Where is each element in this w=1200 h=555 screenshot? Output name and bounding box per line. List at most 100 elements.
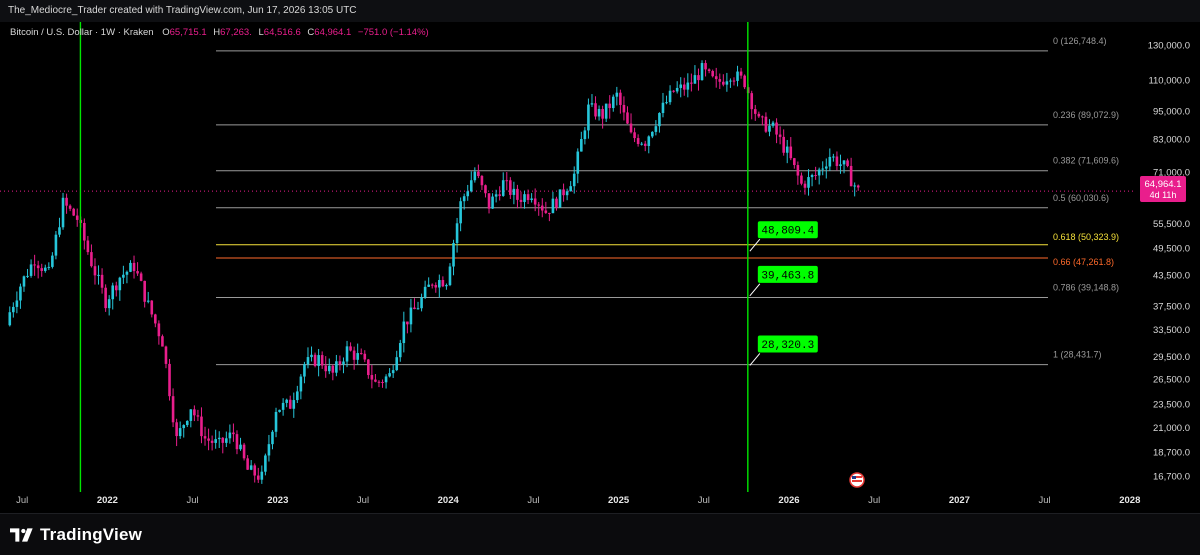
candle-body — [824, 166, 828, 169]
candle-body — [171, 396, 175, 423]
time-tick-2: Jul — [187, 495, 199, 506]
candle-body — [246, 458, 249, 470]
candle-body — [615, 92, 619, 97]
fib-lines — [0, 50, 1135, 366]
candle-body — [359, 353, 363, 355]
callout-box-0[interactable] — [757, 221, 818, 239]
candle-body — [739, 71, 743, 76]
candle-body — [519, 199, 523, 202]
candle-body — [459, 201, 462, 224]
candle-body — [47, 266, 51, 268]
candle-body — [569, 186, 572, 192]
fib-label-2: 0.382 (71,609.6) — [1053, 156, 1119, 166]
candle-body — [530, 198, 533, 201]
candle-body — [434, 285, 438, 288]
candle-body — [352, 350, 356, 360]
candle-body — [647, 136, 651, 146]
candle-body — [114, 285, 118, 291]
candle-body — [43, 267, 47, 271]
callout-box-2[interactable] — [757, 335, 818, 353]
candle-body — [157, 323, 161, 337]
candle-body — [395, 357, 399, 371]
candle-body — [193, 409, 196, 416]
time-tick-11: 2027 — [949, 495, 970, 506]
price-tick-0: 130,000.0 — [1148, 41, 1190, 52]
candle-body — [576, 151, 580, 174]
candle-body — [264, 455, 267, 472]
candle-body — [693, 75, 697, 84]
candle-body — [849, 165, 853, 187]
candle-body — [327, 365, 331, 372]
candle-body — [40, 268, 44, 271]
candle-body — [182, 425, 186, 429]
candle-body — [771, 122, 775, 126]
candle-body — [555, 198, 558, 208]
candle-body — [189, 409, 193, 421]
candle-body — [288, 399, 292, 409]
candle-body — [587, 104, 590, 131]
candle-body — [793, 158, 796, 166]
candle-body — [736, 71, 739, 81]
svg-text:Bitcoin / U.S. Dollar · 1W · K: Bitcoin / U.S. Dollar · 1W · Kraken O65,… — [10, 27, 429, 38]
price-chart[interactable]: 0 (126,748.4) 0.236 (89,072.9) 0.382 (71,6… — [0, 22, 1200, 513]
candle-body — [675, 87, 679, 92]
candle-body — [150, 300, 154, 315]
candle-body — [331, 365, 335, 373]
candle-body — [200, 416, 203, 437]
candle-body — [430, 284, 434, 286]
candle-body — [789, 146, 793, 159]
candle-body — [732, 80, 736, 82]
time-tick-12: Jul — [1039, 495, 1051, 506]
candle-body — [303, 364, 306, 377]
candle-body — [817, 169, 821, 176]
time-tick-5: 2024 — [438, 495, 460, 506]
candle-body — [129, 262, 132, 272]
candle-body — [384, 376, 388, 383]
candle-body — [718, 79, 722, 82]
flag-icon[interactable] — [849, 472, 865, 488]
candle-body — [413, 307, 416, 310]
candle-body — [139, 273, 143, 281]
candle-body — [668, 90, 672, 103]
candle-body — [271, 431, 274, 445]
price-tick-1: 110,000.0 — [1148, 76, 1190, 87]
price-callouts[interactable]: 48,809.4 39,463.8 28,320.3 — [749, 221, 818, 366]
candle-body — [349, 346, 352, 351]
candle-body — [125, 271, 129, 275]
fib-label-3: 0.5 (60,030.6) — [1053, 193, 1109, 203]
candle-body — [636, 138, 640, 144]
candle-body — [533, 198, 537, 205]
candle-body — [100, 274, 104, 288]
candle-body — [111, 285, 115, 300]
candle-body — [661, 102, 665, 114]
candle-body — [526, 194, 530, 201]
change-value: −751.0 (−1.14%) — [358, 27, 429, 38]
candle-body — [597, 108, 601, 117]
candle-body — [572, 173, 576, 187]
candle-body — [225, 438, 228, 443]
candle-body — [317, 355, 320, 366]
candle-body — [839, 164, 842, 166]
time-tick-13: 2028 — [1119, 495, 1140, 506]
candle-body — [335, 361, 338, 373]
candle-body — [249, 465, 253, 470]
tradingview-logo[interactable]: TradingView — [10, 525, 142, 545]
price-axis[interactable]: 130,000.0 110,000.0 95,000.0 83,000.0 71,000… — [1148, 41, 1190, 483]
current-price-value: 64,964.1 — [1145, 179, 1182, 190]
candle-body — [296, 391, 299, 401]
candle-body — [487, 193, 491, 209]
time-tick-4: Jul — [357, 495, 369, 506]
candle-body — [367, 359, 370, 376]
candle-body — [22, 276, 26, 287]
candle-body — [54, 234, 58, 256]
candle-body — [51, 255, 54, 267]
candle-body — [356, 353, 359, 360]
candle-body — [796, 165, 800, 176]
callout-label-0: 48,809.4 — [761, 226, 814, 238]
callout-box-1[interactable] — [757, 265, 818, 283]
time-axis[interactable]: Jul 2022 Jul 2023 Jul 2024 Jul 2025 Jul 2026 Jul 20… — [16, 495, 1140, 506]
candle-body — [484, 185, 487, 194]
fib-labels: 0 (126,748.4) 0.236 (89,072.9) 0.382 (71,6… — [1053, 36, 1119, 360]
candle-body — [86, 240, 90, 253]
candle-body — [729, 80, 732, 82]
